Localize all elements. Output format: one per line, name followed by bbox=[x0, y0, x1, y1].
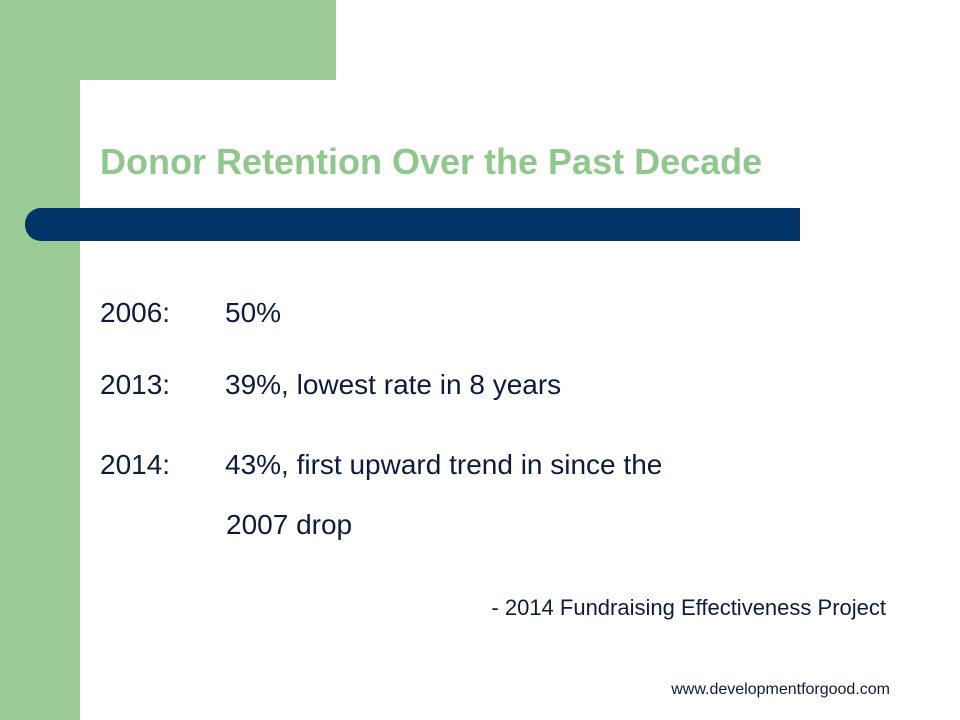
website-url: www.developmentforgood.com bbox=[671, 681, 890, 698]
slide-title: Donor Retention Over the Past Decade bbox=[100, 141, 763, 182]
stat-value: 50% bbox=[225, 297, 282, 328]
rounded-corner-shape bbox=[80, 80, 200, 200]
stat-row-2014-continuation: 2007 drop bbox=[226, 509, 353, 540]
stat-year: 2014: bbox=[100, 449, 171, 480]
stat-value: 39%, lowest rate in 8 years bbox=[225, 369, 562, 400]
top-accent-bar bbox=[0, 0, 336, 80]
title-divider-bar bbox=[25, 208, 800, 241]
stat-row-2014: 2014: 43%, first upward trend in since th… bbox=[100, 448, 662, 482]
stat-row-2013: 2013: 39%, lowest rate in 8 years bbox=[100, 368, 561, 402]
stat-value: 43%, first upward trend in since the bbox=[225, 449, 663, 480]
left-accent-bar bbox=[0, 0, 80, 720]
stat-row-2006: 2006: 50% bbox=[100, 296, 281, 330]
stat-year: 2013: bbox=[100, 369, 171, 400]
stat-year: 2006: bbox=[100, 297, 171, 328]
source-citation: - 2014 Fundraising Effectiveness Project bbox=[491, 595, 886, 620]
